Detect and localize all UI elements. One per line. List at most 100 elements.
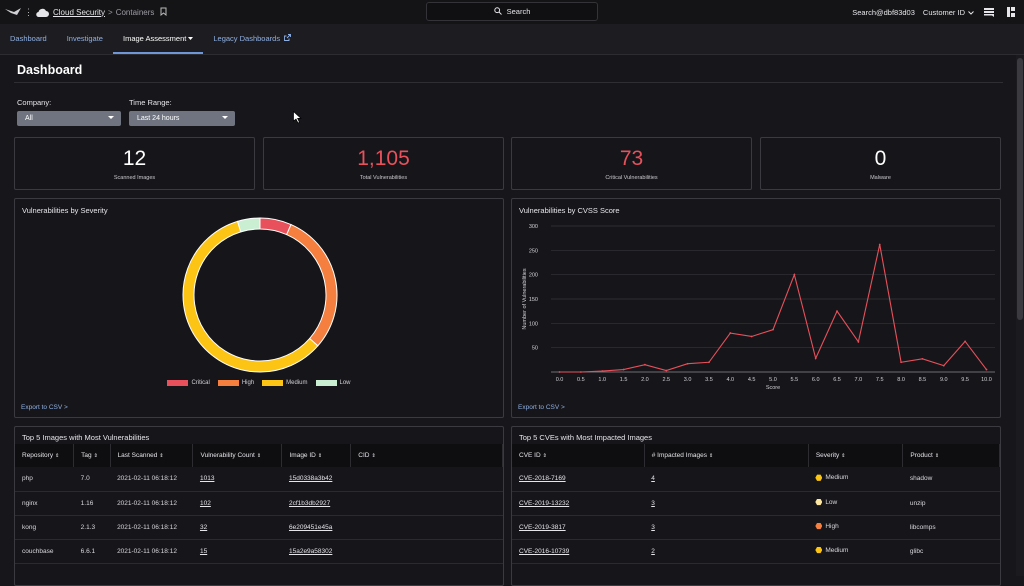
image-id-link[interactable]: 6e209451e45a (288, 523, 333, 531)
table-row[interactable]: couchbase 6.6.1 2021-02-11 06:18:12 15 15a2e… (15, 539, 503, 564)
table-cell: kong (15, 515, 74, 540)
image-id-link[interactable]: 2cf1b3db2927 (288, 499, 331, 507)
cve-id-link[interactable]: CVE-2019-13232 (519, 499, 570, 507)
table-cell: Medium (808, 467, 903, 492)
legend-label: High (241, 380, 255, 386)
time-range-select[interactable]: Last 24 hours (129, 111, 235, 126)
customer-id-dropdown[interactable]: Customer ID (923, 8, 974, 17)
table-row[interactable]: CVE-2019-3817 3 High libcomps (512, 515, 1000, 540)
stat-value: 12 (122, 147, 147, 170)
cve-id-link[interactable]: CVE-2016-10739 (519, 547, 570, 555)
column-header-label: # Impacted Images (651, 452, 708, 459)
breadcrumb-separator: > (108, 7, 113, 17)
table-cell: nginx (15, 491, 74, 516)
table-cell: 3 (644, 515, 809, 540)
cloud-icon (34, 7, 50, 18)
global-search[interactable]: Search (426, 2, 598, 21)
legend-label: Low (339, 380, 351, 386)
donut-slice-low[interactable] (236, 217, 261, 233)
sort-icon: ⇕ (159, 453, 164, 459)
column-header-severity[interactable]: Severity ⇕ (808, 444, 904, 467)
donut-slice-critical[interactable] (259, 217, 292, 236)
image-id-link[interactable]: 15a2e9a58302 (288, 547, 333, 555)
company-select-value: All (25, 115, 33, 122)
x-tick-label: 2.0 (641, 377, 649, 383)
data-point (750, 335, 753, 338)
legend-item-high[interactable]: High (217, 380, 255, 386)
y-tick-label: 200 (529, 273, 538, 279)
bookmark-icon[interactable] (160, 7, 167, 18)
table-row[interactable]: php 7.0 2021-02-11 06:18:12 1013 15d0338a3b4… (15, 467, 503, 492)
cve-id-link[interactable]: CVE-2019-3817 (519, 523, 566, 531)
column-header-last-scanned[interactable]: Last Scanned ⇕ (110, 444, 194, 467)
column-header-tag[interactable]: Tag ⇕ (73, 444, 111, 467)
vulnerability-count-link[interactable]: 1013 (199, 475, 215, 483)
x-tick-label: 7.0 (855, 377, 863, 383)
sub-navigation: Dashboard Investigate Image Assessment L… (0, 24, 1024, 55)
table-cell: 102 (192, 491, 282, 516)
column-header-cid[interactable]: CID ⇕ (350, 444, 503, 467)
more-menu-icon[interactable]: ⋮ (24, 6, 33, 17)
donut-slice-medium[interactable] (182, 220, 319, 373)
table-cell: CVE-2018-7169 (512, 467, 645, 492)
impacted-images-link[interactable]: 2 (651, 547, 655, 555)
legend-item-critical[interactable]: Critical (167, 380, 210, 386)
vulnerability-count-link[interactable]: 15 (199, 547, 208, 555)
impacted-images-link[interactable]: 3 (651, 499, 655, 507)
export-csv-link[interactable]: Export to CSV > (518, 404, 565, 411)
severity-label: High (825, 522, 839, 530)
table-cell: CVE-2019-3817 (512, 515, 645, 540)
data-point (985, 368, 988, 371)
top-cves-table: CVE ID ⇕ # Impacted Images ⇕ Severity ⇕ Produc… (512, 444, 1000, 564)
impacted-images-link[interactable]: 3 (651, 523, 655, 531)
table-row[interactable]: kong 2.1.3 2021-02-11 06:18:12 32 6e209451e4… (15, 515, 503, 540)
vulnerability-count-link[interactable]: 102 (199, 499, 211, 507)
column-header-cve-id[interactable]: CVE ID ⇕ (512, 444, 645, 467)
data-point (878, 243, 881, 246)
user-name[interactable]: Search@dbf83d03 (852, 7, 915, 17)
table-cell: 15a2e9a58302 (281, 539, 351, 564)
y-axis-label: Number of Vulnerabilities (522, 268, 528, 329)
nav-investigate[interactable]: Investigate (66, 34, 103, 43)
company-select[interactable]: All (17, 111, 121, 126)
data-point (558, 371, 561, 373)
export-csv-link[interactable]: Export to CSV > (21, 404, 68, 411)
severity-chart-panel: Vulnerabilities by Severity Critical High… (14, 198, 504, 418)
impacted-images-link[interactable]: 4 (651, 475, 655, 483)
legend-item-low[interactable]: Low (315, 380, 351, 386)
image-id-link[interactable]: 15d0338a3b42 (288, 475, 333, 483)
table-row[interactable]: nginx 1.16 2021-02-11 06:18:12 102 2cf1b3db2… (15, 491, 503, 516)
cve-id-link[interactable]: CVE-2018-7169 (519, 475, 566, 483)
notifications-icon[interactable] (982, 5, 996, 19)
donut-slice-high[interactable] (285, 223, 338, 347)
table-cell: 2021-02-11 06:18:12 (110, 491, 193, 516)
severity-hexagon-icon (815, 522, 823, 530)
table-row[interactable]: CVE-2018-7169 4 Medium shadow (512, 467, 1000, 492)
column-header-image-id[interactable]: Image ID ⇕ (281, 444, 352, 467)
vulnerability-count-link[interactable]: 32 (199, 523, 208, 531)
table-cell: 1.16 (73, 491, 111, 516)
severity-label: Medium (825, 546, 849, 554)
nav-legacy-dashboards[interactable]: Legacy Dashboards (203, 23, 301, 54)
column-header-impacted-images[interactable]: # Impacted Images ⇕ (644, 444, 809, 467)
column-header-vulnerability-count[interactable]: Vulnerability Count ⇕ (192, 444, 283, 467)
severity-hexagon-icon (815, 474, 823, 481)
company-filter-label: Company: (17, 98, 52, 107)
y-tick-label: 250 (529, 248, 538, 254)
severity-badge: Medium (815, 474, 848, 481)
legend-item-medium[interactable]: Medium (262, 380, 308, 386)
column-header-product[interactable]: Product ⇕ (902, 444, 1000, 467)
breadcrumb-root-link[interactable]: Cloud Security (53, 7, 106, 17)
table-row[interactable]: CVE-2016-10739 2 Medium glibc (512, 539, 1000, 564)
cvss-series-line[interactable] (559, 244, 987, 373)
legend-swatch (315, 380, 337, 386)
y-tick-label: 50 (532, 346, 538, 352)
table-row[interactable]: CVE-2019-13232 3 Low unzip (512, 491, 1000, 516)
nav-image-assessment[interactable]: Image Assessment (112, 23, 204, 54)
falcon-logo-icon[interactable] (2, 0, 24, 24)
user-menu-icon[interactable] (1004, 5, 1018, 19)
x-tick-label: 7.5 (876, 377, 884, 383)
nav-dashboard[interactable]: Dashboard (10, 34, 47, 43)
column-header-repository[interactable]: Repository ⇕ (15, 444, 75, 467)
page-scrollbar-thumb[interactable] (1017, 58, 1023, 320)
